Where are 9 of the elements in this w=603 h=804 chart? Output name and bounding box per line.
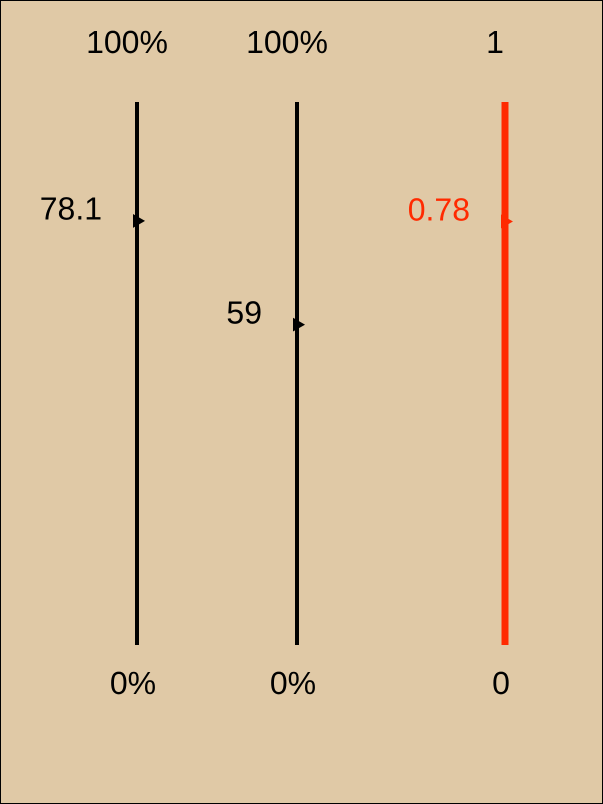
data-label: 78.1: [40, 190, 102, 227]
text: 0%: [110, 664, 156, 701]
text: 100%: [246, 24, 328, 60]
text: 0: [492, 664, 510, 701]
data-label: 59: [226, 294, 262, 330]
text: 100%: [86, 24, 168, 60]
text: 1: [486, 24, 504, 60]
data-label: 0.78: [408, 191, 470, 228]
text: 0%: [270, 664, 316, 701]
